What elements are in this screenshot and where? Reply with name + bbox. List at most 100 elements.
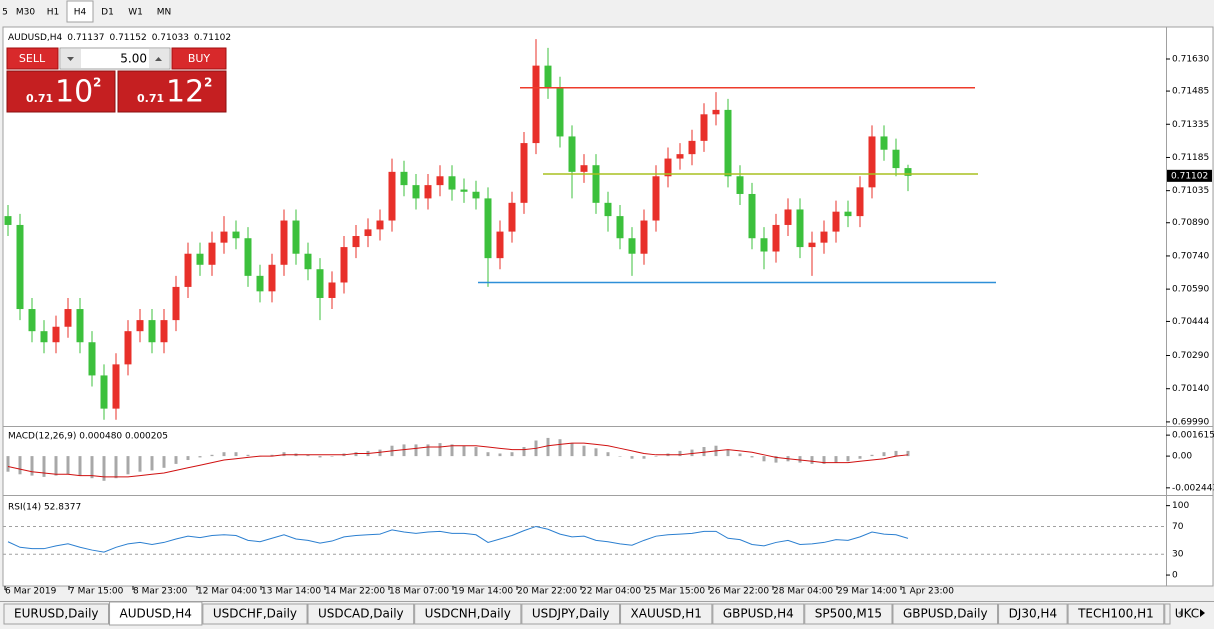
macd-bar bbox=[354, 452, 358, 457]
current-price-label: 0.71102 bbox=[1171, 171, 1208, 181]
rsi-line bbox=[7, 525, 909, 553]
tab-label: XAUUSD,H1 bbox=[631, 607, 702, 621]
candle-body bbox=[232, 231, 240, 239]
tab-scroll[interactable] bbox=[1178, 609, 1205, 617]
timeframe-label: MN bbox=[157, 8, 172, 18]
symbol-tab[interactable]: USDCNH,Daily bbox=[414, 603, 522, 625]
symbol-tab[interactable]: GBPUSD,Daily bbox=[892, 603, 999, 625]
timeframe-button[interactable]: 5 bbox=[0, 1, 10, 22]
tab-bg bbox=[892, 603, 999, 625]
macd-bar bbox=[486, 452, 490, 457]
symbol-tab[interactable]: XAUUSD,H1 bbox=[620, 603, 713, 625]
candle-body bbox=[208, 242, 216, 265]
macd-bar bbox=[318, 456, 322, 458]
timeframe-label: H1 bbox=[47, 8, 60, 18]
candle-body bbox=[856, 187, 864, 217]
macd-bar bbox=[678, 450, 682, 457]
price-sup: 2 bbox=[204, 76, 212, 90]
macd-bar bbox=[90, 456, 94, 479]
sell-button[interactable]: SELL bbox=[6, 47, 59, 70]
symbol-tab[interactable]: DJ30,H4 bbox=[998, 603, 1068, 625]
macd-bar bbox=[162, 456, 166, 468]
candle-body bbox=[292, 220, 300, 254]
buy-label: BUY bbox=[188, 52, 211, 65]
buy-price[interactable]: 0.71 12 2 bbox=[117, 70, 227, 113]
candle-body bbox=[664, 158, 672, 177]
macd-bar bbox=[870, 454, 874, 457]
tab-bg bbox=[712, 603, 805, 625]
timeframe-button[interactable]: D1 bbox=[94, 1, 121, 22]
y-tick-label: 0.71035 bbox=[1172, 186, 1209, 196]
tab-label: GBPUSD,Daily bbox=[903, 607, 988, 621]
timeframe-button[interactable]: W1 bbox=[122, 1, 149, 22]
timeframe-button-bg bbox=[12, 1, 39, 22]
timeframe-button[interactable]: M30 bbox=[12, 1, 39, 22]
tab-label: AUDUSD,H4 bbox=[120, 607, 192, 621]
tab-label: TECH100,H1 bbox=[1077, 607, 1154, 621]
symbol-tab[interactable]: UKC bbox=[1164, 603, 1199, 625]
macd-bar bbox=[42, 456, 46, 477]
candle-body bbox=[52, 326, 60, 343]
header-price: 0.71102 bbox=[194, 33, 231, 43]
scroll-right[interactable] bbox=[1200, 609, 1205, 617]
y-tick-label: 0.69990 bbox=[1172, 417, 1209, 427]
symbol-tab[interactable]: USDJPY,Daily bbox=[521, 603, 621, 625]
candle-body bbox=[76, 309, 84, 343]
macd-bar bbox=[330, 456, 334, 457]
symbol-tab[interactable]: EURUSD,Daily bbox=[3, 603, 110, 625]
timeframe-button-bg bbox=[122, 1, 149, 22]
macd-bar bbox=[618, 456, 622, 457]
timeframe-button[interactable]: H4 bbox=[66, 0, 94, 23]
symbol-tab[interactable]: AUDUSD,H4 bbox=[109, 601, 203, 626]
candle-body bbox=[508, 202, 516, 232]
candle-body bbox=[16, 224, 24, 310]
macd-bar bbox=[222, 452, 226, 457]
macd-bar bbox=[474, 447, 478, 457]
candle-body bbox=[628, 238, 636, 254]
header-price: 0.71033 bbox=[152, 33, 189, 43]
sell-price[interactable]: 0.71 10 2 bbox=[6, 70, 116, 113]
timeframe-button[interactable]: H1 bbox=[40, 1, 66, 22]
macd-bar bbox=[450, 444, 454, 457]
candle-body bbox=[532, 65, 540, 144]
timeframe-button-bg bbox=[150, 1, 178, 22]
macd-bar bbox=[102, 456, 106, 481]
buy-button[interactable]: BUY bbox=[171, 47, 227, 70]
candle-body bbox=[880, 136, 888, 150]
macd-bar bbox=[414, 444, 418, 457]
macd-bar bbox=[582, 445, 586, 457]
macd-bar bbox=[378, 449, 382, 457]
candle-body bbox=[892, 149, 900, 169]
y-tick-label: -0.002443 bbox=[1172, 483, 1214, 493]
timeframe-button[interactable]: MN bbox=[150, 1, 178, 22]
candle-body bbox=[184, 253, 192, 287]
macd-bar bbox=[246, 454, 250, 457]
candle-body bbox=[796, 209, 804, 248]
macd-bar bbox=[78, 456, 82, 476]
x-tick-label: 28 Mar 04:00 bbox=[773, 587, 833, 597]
symbol-tab[interactable]: USDCHF,Daily bbox=[202, 603, 308, 625]
x-tick-label: 19 Mar 14:00 bbox=[453, 587, 513, 597]
macd-bar bbox=[906, 450, 910, 457]
y-tick-label: 0.00 bbox=[1172, 452, 1192, 462]
symbol-tab[interactable]: USDCAD,Daily bbox=[307, 603, 415, 625]
price-prefix: 0.71 bbox=[137, 92, 164, 105]
candle-body bbox=[700, 114, 708, 141]
macd-bar bbox=[750, 456, 754, 458]
lot-field[interactable] bbox=[59, 47, 171, 70]
symbol-tab[interactable]: TECH100,H1 bbox=[1067, 603, 1165, 625]
tab-label: UKC bbox=[1175, 607, 1199, 621]
candle-body bbox=[244, 238, 252, 276]
symbol-tab[interactable]: GBPUSD,H4 bbox=[712, 603, 805, 625]
macd-bar bbox=[642, 456, 646, 459]
y-tick-label: 30 bbox=[1172, 550, 1184, 560]
lot-up-arrow bbox=[155, 57, 162, 61]
scroll-left[interactable] bbox=[1178, 609, 1183, 617]
symbol-tab[interactable]: SP500,M15 bbox=[804, 603, 893, 625]
indicator-title: MACD(12,26,9) 0.000480 0.000205 bbox=[8, 432, 168, 442]
candle-body bbox=[556, 87, 564, 137]
macd-bar bbox=[54, 456, 58, 476]
price-big: 10 bbox=[55, 75, 93, 110]
candle-body bbox=[544, 65, 552, 88]
macd-bar bbox=[282, 452, 286, 457]
